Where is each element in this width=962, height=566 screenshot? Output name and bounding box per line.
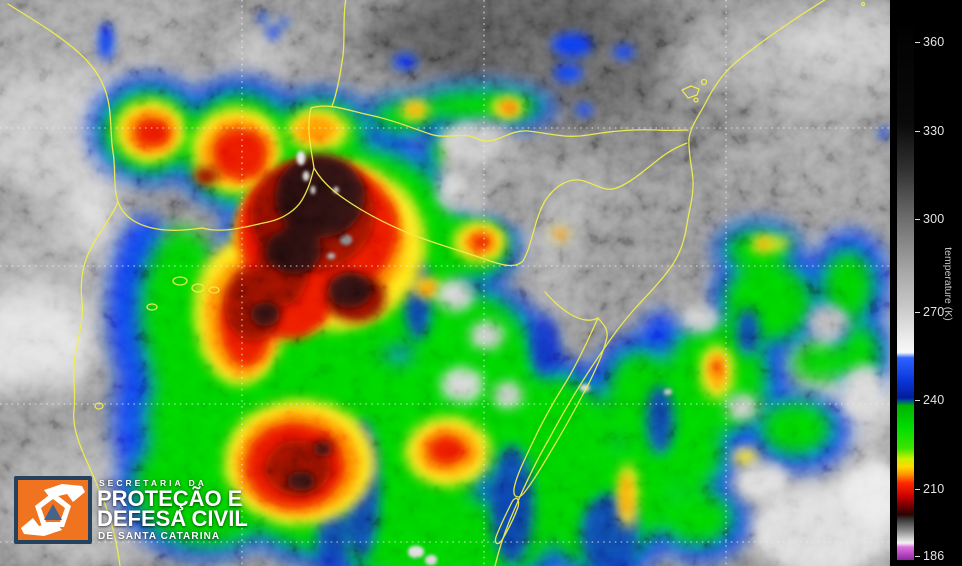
state-borders [7, 0, 866, 566]
cloud-grain-texture [0, 0, 890, 566]
lagoa-dos-patos [513, 317, 608, 498]
guaiba-inlet [544, 291, 599, 321]
border-pr-sc [310, 105, 689, 142]
temperature-colorbar-panel: 360 330 300 270 240 210 186 temperature … [890, 0, 962, 566]
colorbar-tick-label: 300 [923, 212, 945, 226]
reservoir-outline [146, 303, 158, 311]
defesa-civil-emblem-icon [14, 476, 92, 544]
border-sc-rs [313, 142, 688, 267]
colorbar-tick [915, 556, 920, 557]
colorbar-tick-label: 240 [923, 393, 945, 407]
coast-island-dot [693, 97, 699, 103]
reservoir-outline [191, 283, 205, 293]
colorbar-tick-label: 186 [923, 549, 945, 563]
colorbar-tick-label: 210 [923, 482, 945, 496]
lagoa-mirim [494, 497, 520, 545]
colorbar-gradient [897, 28, 914, 560]
border-parana-north [331, 0, 347, 107]
coast-island-dot [700, 78, 708, 86]
colorbar-tick [915, 400, 920, 401]
reservoir-outline [172, 276, 188, 286]
border-uruguay [73, 201, 121, 566]
logo-defesa-line: DEFESA CIVIL [97, 505, 248, 531]
colorbar-axis-title: temperature (K) [942, 247, 954, 321]
colorbar-tick-label: 270 [923, 305, 945, 319]
satellite-map [0, 0, 890, 566]
colorbar-tick [915, 219, 920, 220]
colorbar-tick-label: 360 [923, 35, 945, 49]
colorbar-tick-label: 330 [923, 124, 945, 138]
colorbar-tick [915, 489, 920, 490]
coast-islands [681, 85, 700, 99]
border-argentina [7, 3, 203, 231]
reservoir-outline [208, 286, 220, 294]
logo-secretaria-line: SECRETARIA DA [99, 478, 207, 488]
reservoir-outline [94, 402, 104, 410]
colorbar-tick [915, 42, 920, 43]
defesa-civil-logo: SECRETARIA DA PROTEÇÃO E DEFESA CIVIL DE… [14, 476, 248, 544]
colorbar-tick [915, 312, 920, 313]
border-rio-uruguai [201, 107, 315, 231]
coast-dot [860, 1, 866, 7]
logo-state-line: DE SANTA CATARINA [98, 531, 221, 542]
logo-protecao-line: PROTEÇÃO E [97, 486, 243, 511]
graticule-grid [0, 0, 890, 566]
coastline [494, 0, 826, 566]
colorbar-tick [915, 131, 920, 132]
